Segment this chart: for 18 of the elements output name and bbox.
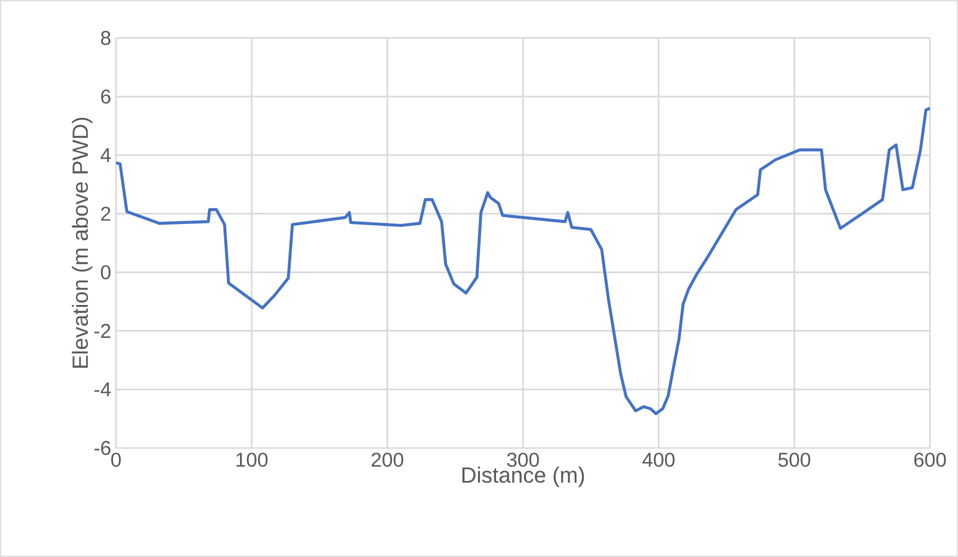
y-tick-label: 0	[100, 265, 111, 280]
y-tick-label: 4	[100, 148, 111, 162]
y-tick-label: 6	[101, 89, 110, 104]
line-series	[116, 106, 930, 416]
x-tick-label: 0	[111, 452, 121, 467]
x-tick-label: 400	[642, 452, 675, 467]
y-tick-label: -2	[94, 324, 110, 338]
x-tick-label: 500	[778, 452, 810, 467]
y-tick-label: 8	[101, 30, 110, 46]
x-tick-label: 600	[914, 452, 946, 467]
x-tick-label: 100	[236, 452, 268, 467]
x-tick-label: 300	[507, 452, 539, 467]
x-axis-title: Distance (m)	[462, 466, 584, 488]
x-tick-label: 200	[372, 452, 404, 467]
y-tick-label: 2	[101, 206, 110, 221]
y-tick-label: -4	[94, 382, 111, 396]
y-axis-title: Elevation (m above PWD)	[72, 118, 92, 368]
y-tick-label: -6	[94, 440, 110, 456]
